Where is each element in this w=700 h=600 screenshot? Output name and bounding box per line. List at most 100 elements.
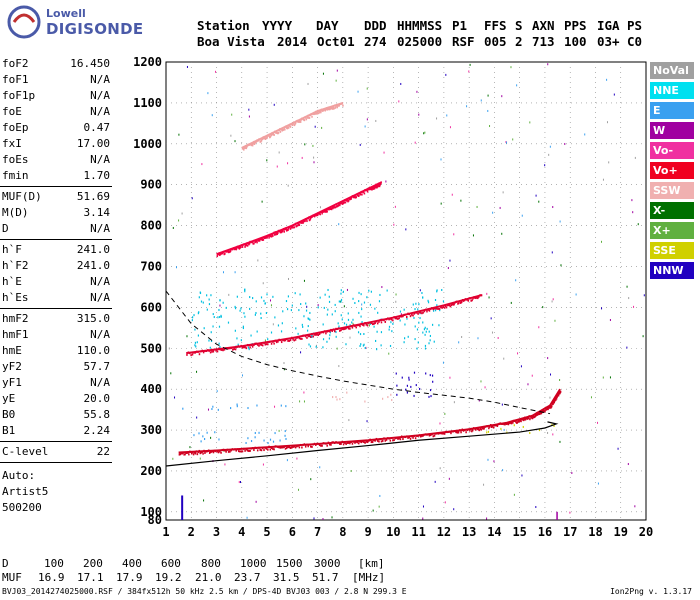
y-tick-label: 800 bbox=[140, 219, 162, 233]
echo-noise-point bbox=[501, 232, 503, 235]
echo-noise-point bbox=[468, 70, 470, 73]
param-value: 110.0 bbox=[76, 344, 110, 357]
echo-cluster-point bbox=[432, 380, 434, 383]
legend-item: X- bbox=[650, 202, 694, 219]
echo-noise-point bbox=[388, 352, 390, 355]
echo-trace-point bbox=[530, 416, 532, 419]
echo-cluster-point bbox=[529, 431, 531, 434]
echo-noise-point bbox=[366, 87, 368, 90]
echo-cluster-point bbox=[404, 323, 406, 326]
param-value: N/A bbox=[90, 105, 110, 118]
echo-noise-point bbox=[248, 115, 250, 118]
echo-noise-point bbox=[489, 125, 491, 128]
echo-noise-point bbox=[461, 335, 463, 338]
echo-trace-point bbox=[215, 349, 217, 352]
echo-cluster-point bbox=[208, 303, 211, 306]
echo-noise-point bbox=[338, 223, 340, 226]
x-tick-label: 10 bbox=[386, 525, 400, 539]
echo-cluster-point bbox=[308, 317, 310, 320]
param-row: hmF2 315.0 bbox=[2, 311, 110, 327]
echo-trace-point bbox=[318, 333, 321, 336]
echo-trace-point bbox=[476, 296, 478, 299]
echo-cluster-point bbox=[210, 294, 212, 297]
echo-noise-point bbox=[350, 470, 352, 473]
echo-trace-point bbox=[289, 227, 292, 230]
echo-trace-point bbox=[259, 448, 261, 451]
echo-cluster-point bbox=[410, 385, 412, 388]
header-value: C0 bbox=[627, 34, 643, 49]
echo-noise-point bbox=[181, 212, 183, 215]
echo-noise-point bbox=[527, 383, 529, 386]
header-value: 713 bbox=[532, 34, 555, 49]
header-label: DAY bbox=[316, 18, 339, 33]
echo-cluster-point bbox=[358, 311, 360, 314]
echo-cluster-point bbox=[361, 321, 363, 324]
echo-trace-point bbox=[220, 451, 222, 454]
echo-trace-point bbox=[296, 225, 298, 228]
echo-noise-point bbox=[393, 223, 395, 226]
legend-item: SSE bbox=[650, 242, 694, 259]
echo-trace-point bbox=[308, 335, 311, 338]
echo-trace-point bbox=[397, 317, 399, 320]
logo-line1: Lowell bbox=[46, 7, 86, 20]
echo-cluster-point bbox=[500, 427, 502, 430]
param-value: 2.24 bbox=[83, 424, 111, 437]
echo-cluster-point bbox=[317, 306, 319, 309]
echo-noise-point bbox=[505, 140, 507, 143]
echo-noise-point bbox=[480, 99, 482, 102]
echo-noise-point bbox=[286, 459, 288, 462]
echo-trace-point bbox=[277, 231, 279, 234]
echo-cluster-point bbox=[538, 429, 541, 432]
echo-trace-point bbox=[551, 405, 553, 408]
echo-noise-point bbox=[307, 82, 309, 85]
echo-cluster-point bbox=[326, 340, 328, 343]
y-tick-label: 80 bbox=[148, 513, 162, 527]
echo-noise-point bbox=[628, 297, 630, 300]
legend-item: X+ bbox=[650, 222, 694, 239]
echo-trace-point bbox=[471, 430, 473, 433]
echo-cluster-point bbox=[424, 326, 426, 329]
echo-cluster-point bbox=[212, 325, 214, 328]
echo-noise-point bbox=[224, 463, 226, 466]
muf-value: 17.9 bbox=[116, 571, 143, 584]
echo-trace-point bbox=[301, 446, 303, 449]
echo-cluster-point bbox=[340, 298, 343, 301]
echo-trace-point bbox=[332, 207, 334, 210]
echo-noise-point bbox=[492, 211, 494, 214]
echo-cluster-point bbox=[265, 312, 268, 315]
echo-trace-point bbox=[510, 422, 513, 425]
echo-noise-point bbox=[336, 347, 338, 350]
echo-cluster-point bbox=[386, 289, 388, 292]
echo-noise-point bbox=[215, 70, 217, 73]
echo-cluster-point bbox=[208, 339, 210, 342]
param-row: fxI 17.00 bbox=[2, 136, 110, 152]
echo-trace-point bbox=[544, 410, 546, 413]
echo-trace-point bbox=[351, 442, 354, 445]
echo-cluster-point bbox=[429, 374, 431, 377]
echo-noise-point bbox=[343, 305, 345, 308]
param-value: 55.8 bbox=[83, 408, 111, 421]
echo-trace-point bbox=[371, 323, 374, 326]
echo-trace-point bbox=[343, 201, 345, 204]
echo-noise-point bbox=[434, 480, 436, 483]
echo-noise-point bbox=[240, 481, 242, 484]
echo-trace-point bbox=[294, 123, 296, 126]
echo-trace-point bbox=[287, 339, 289, 342]
echo-cluster-point bbox=[229, 407, 232, 410]
echo-noise-point bbox=[547, 431, 549, 434]
echo-trace-point bbox=[330, 443, 332, 446]
echo-cluster-point bbox=[360, 293, 362, 296]
echo-trace-point bbox=[474, 428, 477, 431]
echo-cluster-point bbox=[369, 322, 372, 325]
echo-cluster-point bbox=[248, 348, 250, 351]
echo-cluster-point bbox=[413, 316, 415, 319]
echo-trace-point bbox=[488, 427, 490, 430]
echo-trace-point bbox=[540, 412, 543, 415]
echo-cluster-point bbox=[227, 321, 230, 324]
echo-cluster-point bbox=[335, 335, 337, 338]
echo-trace-point bbox=[311, 115, 313, 118]
echo-trace-point bbox=[359, 193, 362, 196]
param-name: foF1p bbox=[2, 89, 36, 102]
echo-cluster-point bbox=[359, 344, 361, 347]
echo-trace-point bbox=[376, 322, 379, 325]
